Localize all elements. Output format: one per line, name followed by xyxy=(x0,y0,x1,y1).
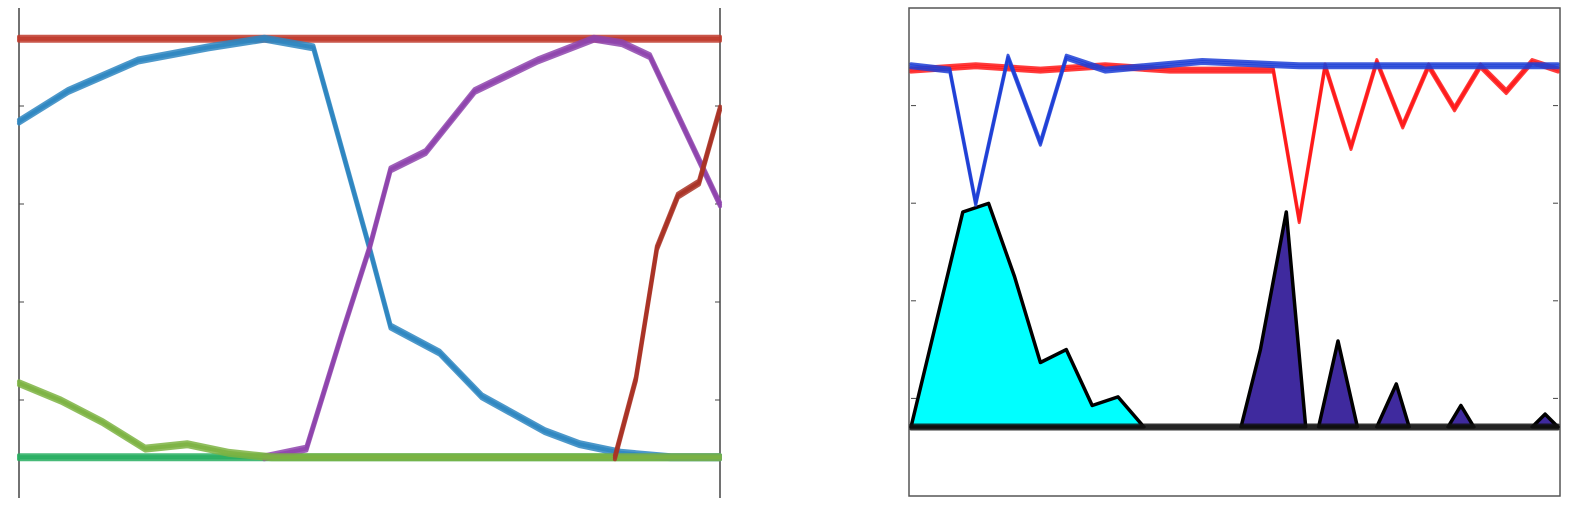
plot-frame xyxy=(908,7,1561,497)
series-line xyxy=(909,53,1560,203)
series-line xyxy=(262,34,722,458)
series-line xyxy=(909,62,1560,225)
series-line xyxy=(262,38,722,462)
series-line xyxy=(17,379,722,458)
filled-pulse xyxy=(1239,210,1308,429)
series-line xyxy=(17,381,722,460)
filled-pulse xyxy=(1375,382,1411,429)
right-eye-diagram xyxy=(908,7,1561,497)
series-line xyxy=(909,55,1560,205)
left-eye-diagram xyxy=(17,8,722,498)
series-line xyxy=(909,57,1560,207)
filled-pulse xyxy=(1316,339,1360,429)
series-line xyxy=(262,36,722,460)
series-line xyxy=(17,34,722,458)
series-line xyxy=(909,60,1560,223)
series-line xyxy=(612,104,722,458)
series-line xyxy=(909,58,1560,221)
filled-pulse xyxy=(909,201,1146,429)
